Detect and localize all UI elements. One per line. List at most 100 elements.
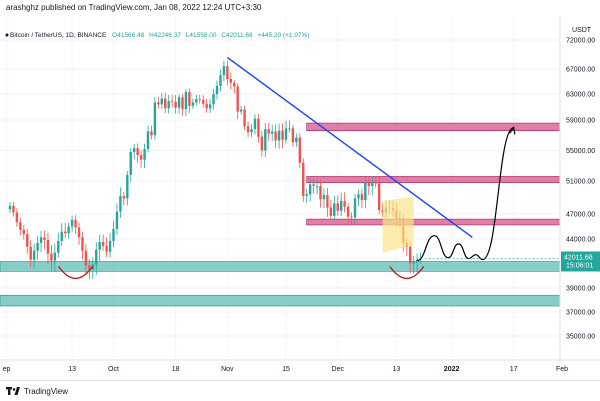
- candle-body: [302, 162, 305, 196]
- bottom-arc: [58, 266, 94, 280]
- bottom-arc: [389, 266, 425, 280]
- candle-body: [191, 102, 195, 106]
- candle-body: [346, 206, 350, 217]
- candle-body: [340, 200, 343, 211]
- candle-body: [50, 253, 53, 261]
- candle-body: [233, 82, 236, 87]
- candle-body: [322, 195, 326, 200]
- footer-brand[interactable]: TradingView: [24, 386, 69, 396]
- candle-body: [208, 104, 212, 109]
- channel-support-upper: [0, 261, 561, 272]
- y-tick-label: 44000.00: [566, 237, 595, 244]
- candle-body: [412, 261, 415, 264]
- candle-body: [277, 130, 281, 141]
- x-tick-label: 13: [68, 366, 76, 373]
- candle-body: [257, 118, 260, 137]
- candle-body: [219, 75, 222, 86]
- candle-body: [326, 195, 329, 208]
- y-tick-label: 72000.00: [566, 38, 595, 45]
- y-tick-label: 35000.00: [566, 334, 595, 341]
- candle-body: [343, 200, 346, 207]
- y-tick-label: 47000.00: [566, 212, 595, 219]
- candle-body: [198, 99, 201, 100]
- candle-body: [64, 231, 67, 234]
- y-tick-label: 59000.00: [566, 118, 595, 125]
- candle-body: [108, 240, 112, 252]
- candle-body: [226, 66, 229, 79]
- candle-body: [377, 183, 381, 210]
- candle-body: [84, 250, 88, 266]
- candle-body: [202, 99, 205, 104]
- candle-body: [95, 249, 98, 265]
- candle-body: [333, 203, 336, 216]
- channel-resistance-lower: [306, 218, 561, 226]
- highlight-wedge: [382, 196, 414, 253]
- x-tick-label: Nov: [221, 366, 234, 373]
- last-price-countdown: 15:06:01: [566, 262, 593, 269]
- candle-body: [350, 216, 353, 218]
- candle-body: [381, 210, 384, 213]
- candle-body: [184, 92, 188, 109]
- candle-body: [160, 98, 163, 105]
- x-tick-label: Oct: [108, 366, 119, 373]
- candle-body: [267, 129, 270, 134]
- candle-body: [181, 97, 184, 109]
- candle-body: [167, 101, 170, 109]
- candle-body: [195, 99, 198, 103]
- candle-body: [271, 131, 274, 134]
- x-tick-label: ep: [3, 366, 11, 373]
- candle-body: [170, 101, 174, 102]
- x-tick-label: 13: [393, 366, 401, 373]
- x-tick-label: Feb: [556, 366, 568, 373]
- candle-body: [239, 109, 243, 112]
- candle-body: [12, 205, 15, 213]
- candle-body: [146, 131, 150, 149]
- candle-body: [281, 130, 284, 140]
- candle-body: [305, 194, 308, 196]
- candle-body: [243, 109, 246, 127]
- x-tick-label: 17: [510, 366, 518, 373]
- candle-body: [177, 97, 181, 108]
- x-tick-label: Dec: [332, 366, 345, 373]
- candle-body: [274, 131, 277, 141]
- candle-body: [70, 219, 74, 227]
- candle-body: [77, 227, 81, 238]
- candle-body: [264, 129, 267, 151]
- candle-body: [122, 195, 126, 199]
- candle-body: [188, 92, 191, 106]
- candle-body: [81, 237, 84, 251]
- chart-legend: Bitcoin / TetherUS, 1D, BINANCE O41566.4…: [5, 32, 310, 39]
- price-axis: 72000.00 67000.00 63000.00 59000.00 55000.00…: [566, 38, 595, 341]
- y-tick-label: 39000.00: [566, 286, 595, 293]
- price-chart[interactable]: 72000.00 67000.00 63000.00 59000.00 55000.00…: [0, 16, 600, 380]
- candle-body: [315, 185, 319, 187]
- candle-body: [26, 234, 29, 247]
- candle-body: [53, 252, 57, 261]
- candle-body: [288, 128, 291, 130]
- candle-body: [205, 103, 208, 109]
- candle-body: [236, 86, 239, 112]
- candle-body: [57, 240, 60, 253]
- candle-body: [250, 129, 253, 133]
- y-tick-label: 55000.00: [566, 148, 595, 155]
- trend-line: [226, 56, 473, 238]
- candle-body: [98, 241, 101, 250]
- y-tick-label: 67000.00: [566, 67, 595, 74]
- candlesticks: [8, 60, 422, 280]
- svg-text:Bitcoin / TetherUS, 1D, BINANC: Bitcoin / TetherUS, 1D, BINANCE O41566.4…: [10, 32, 310, 39]
- candle-body: [29, 246, 32, 260]
- candle-body: [409, 246, 412, 264]
- candle-body: [367, 182, 370, 186]
- candle-body: [336, 203, 339, 211]
- candle-body: [88, 265, 91, 270]
- candle-body: [260, 136, 264, 151]
- legend-dot-icon: [5, 33, 9, 37]
- candle-body: [39, 237, 43, 243]
- candle-body: [150, 131, 153, 136]
- candle-body: [136, 148, 139, 156]
- channel-resistance-middle: [306, 176, 561, 183]
- candle-body: [19, 222, 22, 230]
- candle-body: [153, 102, 157, 136]
- chart-title: Bitcoin / TetherUS, 1D, BINANCE: [10, 32, 107, 39]
- candle-body: [364, 182, 367, 201]
